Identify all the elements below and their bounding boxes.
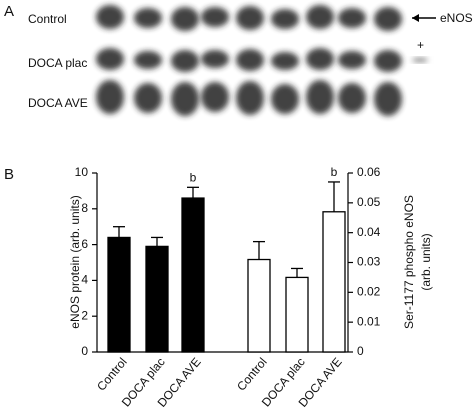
row-label: Control [28,12,67,26]
bar [247,258,271,353]
annotation: b [190,170,197,184]
y-tick-label: 0 [81,344,88,358]
band-label: eNOS [440,11,473,25]
band [306,5,334,29]
y2-tick-label: 0.03 [357,255,381,269]
band [338,83,366,113]
panel-label: A [4,3,14,20]
y-tick-label: 10 [75,165,89,179]
row-label: DOCA plac [28,56,87,70]
band [96,48,124,70]
band [134,51,162,69]
y2-tick-label: 0 [357,344,364,358]
western-blot [96,5,428,116]
band [338,51,366,69]
band [236,49,264,71]
y2-tick-label: 0.02 [357,285,381,299]
y-tick-label: 4 [81,273,88,287]
y2-tick-label: 0.05 [357,195,381,209]
y2-tick-label: 0.04 [357,225,381,239]
y-tick-label: 6 [81,237,88,251]
bar [322,211,346,353]
band [171,82,199,116]
y2-tick-label: 0.01 [357,314,381,328]
band [171,50,199,72]
y2-axis-label: (arb. units) [419,233,433,290]
x-tick-label: Control [234,355,270,394]
panel-label: B [4,166,14,183]
band [134,8,162,28]
band [201,82,229,112]
y2-axis-label: Ser-1177 phospho eNOS [402,195,416,329]
bar [107,236,131,353]
band [306,80,334,114]
bar [285,276,309,353]
band [271,84,299,114]
band [374,50,402,72]
row-label: DOCA AVE [28,96,88,110]
band [96,5,124,29]
band [134,83,162,113]
y-tick-label: 8 [81,201,88,215]
band [271,9,299,29]
band [338,8,366,28]
band [412,58,428,62]
y-axis-label: eNOS protein (arb. units) [68,195,82,328]
band [236,81,264,115]
band [306,48,334,70]
y2-tick-label: 0.06 [357,165,381,179]
bar [181,197,205,353]
band [236,6,264,30]
y-tick-label: 2 [81,308,88,322]
x-tick-label: Control [94,355,130,394]
band [271,52,299,70]
arrow-head [412,14,419,22]
annotation: b [331,165,338,179]
band [171,7,199,31]
marker: + [417,38,424,52]
bar [145,245,169,353]
band [374,82,402,116]
band [374,7,402,31]
band [201,50,229,68]
band [201,7,229,27]
band [96,80,124,114]
